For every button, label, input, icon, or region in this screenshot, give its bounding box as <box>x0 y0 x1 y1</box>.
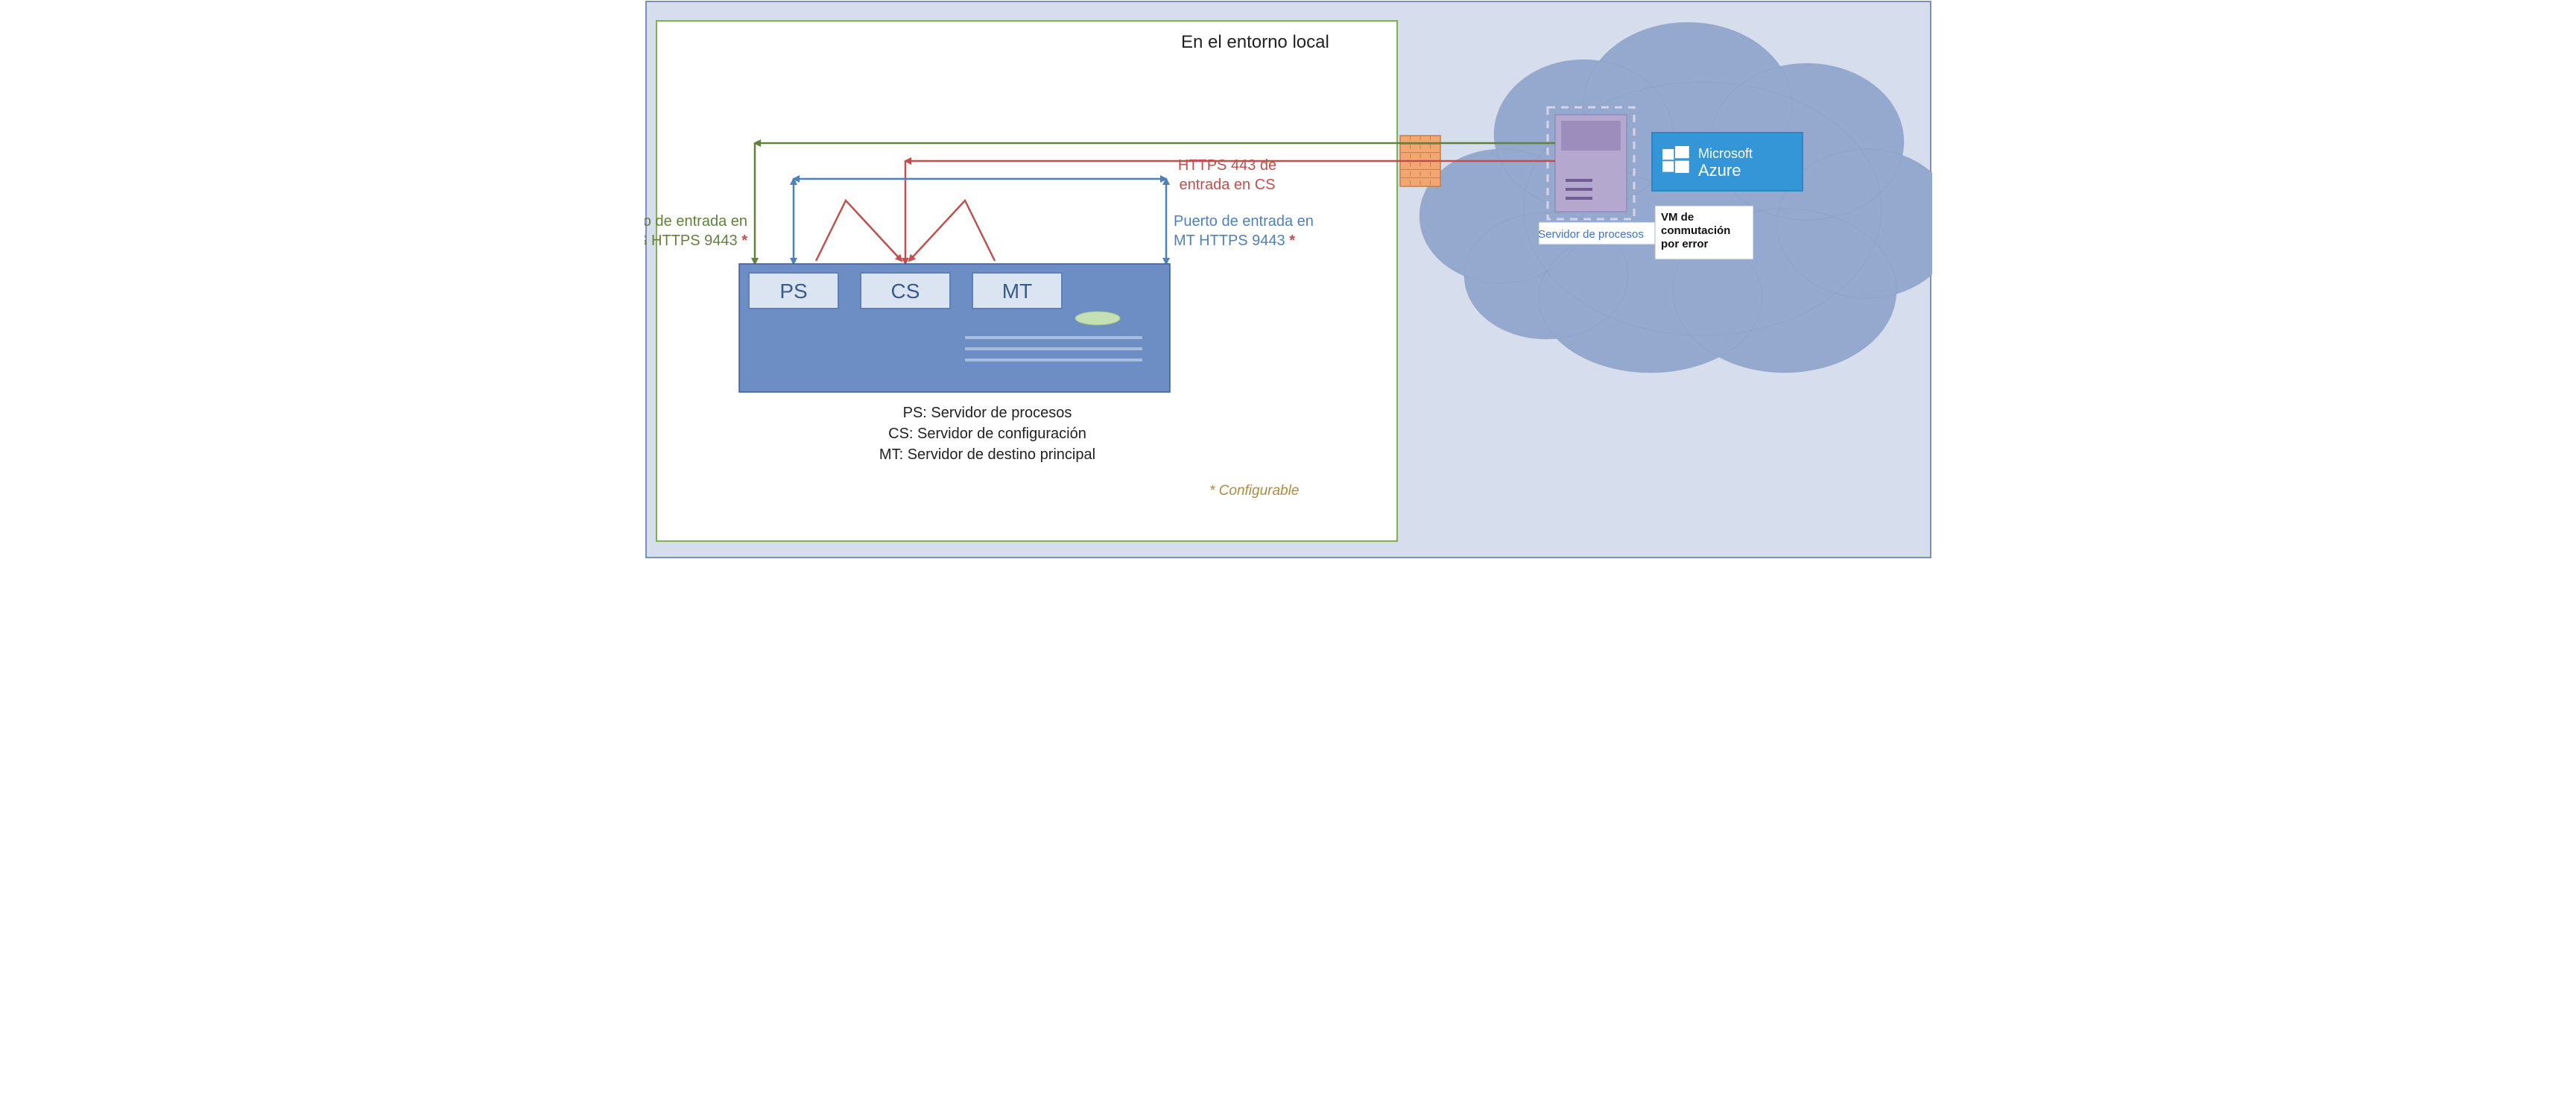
legend-line: CS: Servidor de configuración <box>888 426 1086 442</box>
label-mt-port: Puerto de entrada en <box>1174 213 1314 230</box>
svg-text:VM de: VM de <box>1661 211 1694 224</box>
label-cs-port-2: entrada en CS <box>1179 177 1275 193</box>
label-mt-port-2: MT HTTPS 9443 * <box>1174 233 1295 249</box>
svg-text:PS: PS <box>779 280 807 303</box>
svg-text:Azure: Azure <box>1698 161 1741 180</box>
svg-text:MT: MT <box>1001 280 1031 303</box>
svg-text:por error: por error <box>1661 238 1709 250</box>
configurable-note: * Configurable <box>1209 483 1299 499</box>
label-ps-port-2: PS HTTPS 9443 * <box>645 233 747 249</box>
svg-text:conmutación: conmutación <box>1661 224 1730 237</box>
legend-line: PS: Servidor de procesos <box>902 405 1072 421</box>
svg-text:Servidor de procesos: Servidor de procesos <box>1538 228 1644 241</box>
legend-line: MT: Servidor de destino principal <box>879 446 1095 463</box>
azure-logo-box: MicrosoftAzure <box>1652 133 1803 191</box>
label-cs-port: HTTPS 443 de <box>1177 157 1276 174</box>
svg-text:CS: CS <box>890 280 920 303</box>
diagram-svg: En el entorno local MicrosoftAzure Servido… <box>645 0 1932 559</box>
onprem-server: PS CS MT <box>739 264 1170 392</box>
label-ps-port: Puerto de entrada en <box>645 213 747 230</box>
diagram-canvas: En el entorno local MicrosoftAzure Servido… <box>645 0 1932 559</box>
vm-failover-label: VM deconmutaciónpor error <box>1655 206 1753 259</box>
onprem-title: En el entorno local <box>1181 32 1329 52</box>
server-led <box>1075 312 1120 325</box>
svg-text:Microsoft: Microsoft <box>1698 146 1753 161</box>
